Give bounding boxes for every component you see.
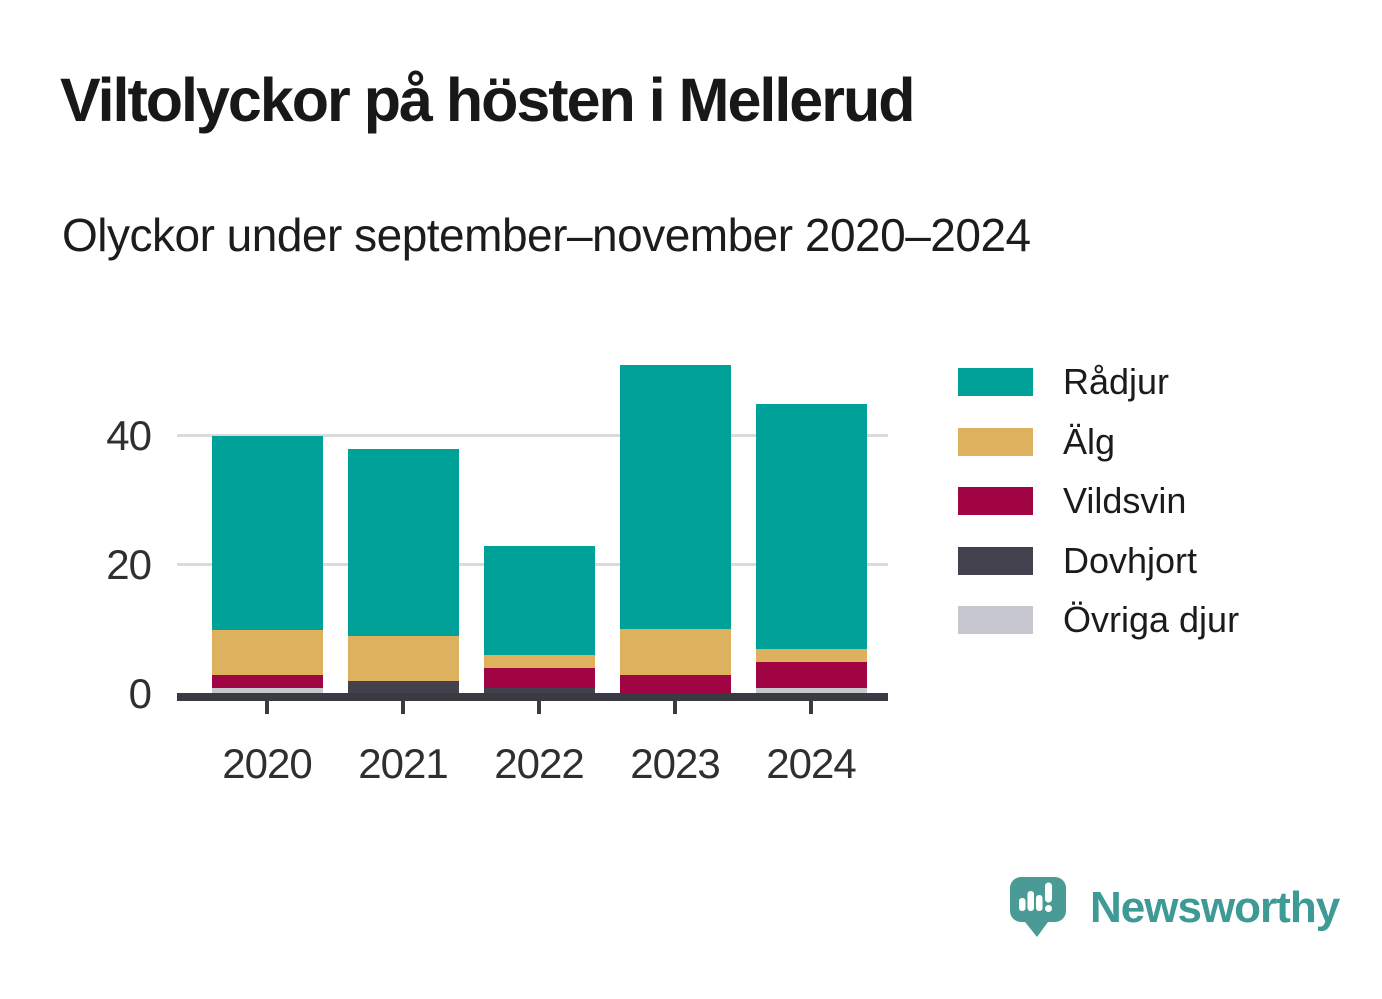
legend-swatch-2 xyxy=(958,427,1033,456)
x-tick-2024 xyxy=(809,701,813,714)
legend-item-4: Dovhjort xyxy=(958,540,1197,582)
legend-swatch-5 xyxy=(958,606,1033,634)
x-axis-label-2022: 2022 xyxy=(494,740,584,787)
bar-segment-2020 xyxy=(211,674,323,688)
legend-item-5: Övriga djur xyxy=(958,599,1239,641)
bar-segment-2020 xyxy=(211,687,323,694)
legend-item-1: Rådjur xyxy=(958,361,1169,403)
bar-2024 xyxy=(755,403,867,694)
newsworthy-icon xyxy=(1010,877,1066,937)
bar-segment-2022 xyxy=(483,668,595,688)
x-tick-2020 xyxy=(265,701,269,714)
bar-segment-2024 xyxy=(755,687,867,694)
legend-swatch-1 xyxy=(958,368,1033,396)
bar-segment-2021 xyxy=(347,635,459,682)
bar-segment-2022 xyxy=(483,687,595,694)
legend-swatch-3 xyxy=(958,487,1033,515)
x-axis-label-2021: 2021 xyxy=(358,740,448,787)
y-axis-label-0: 0 xyxy=(128,670,152,717)
bar-segment-2022 xyxy=(483,545,595,656)
chart-subtitle: Olyckor under september–november 2020–20… xyxy=(62,209,1031,261)
bar-segment-2024 xyxy=(755,648,867,662)
newsworthy-brand: Newsworthy xyxy=(1010,877,1340,938)
legend-label-2: Älg xyxy=(1063,420,1116,462)
legend-label-1: Rådjur xyxy=(1063,361,1170,402)
bar-2022 xyxy=(483,545,595,694)
x-axis-label-2020: 2020 xyxy=(222,740,312,787)
bar-segment-2020 xyxy=(211,436,323,630)
bar-segment-2021 xyxy=(347,448,459,636)
x-tick-2022 xyxy=(537,701,541,714)
bar-2020 xyxy=(211,436,323,694)
legend-label-5: Övriga djur xyxy=(1063,599,1240,640)
x-axis-label-2024: 2024 xyxy=(766,740,856,787)
chart-title: Viltolyckor på hösten i Mellerud xyxy=(60,66,915,134)
bar-segment-2022 xyxy=(483,655,595,669)
bar-segment-2024 xyxy=(755,403,867,649)
x-tick-2021 xyxy=(401,701,405,714)
y-axis-label-20: 20 xyxy=(106,541,152,588)
x-axis-line xyxy=(177,693,888,701)
bar-2023 xyxy=(619,365,731,694)
newsworthy-wordmark: Newsworthy xyxy=(1090,883,1340,932)
bar-2021 xyxy=(347,448,459,694)
y-axis-label-40: 40 xyxy=(106,412,152,459)
bar-segment-2020 xyxy=(211,629,323,675)
bar-segment-2021 xyxy=(347,681,459,694)
x-axis-label-2023: 2023 xyxy=(630,740,720,787)
legend-swatch-4 xyxy=(958,546,1033,575)
bar-segment-2023 xyxy=(619,629,731,675)
bar-segment-2023 xyxy=(619,365,731,630)
legend-label-4: Dovhjort xyxy=(1063,539,1198,581)
bar-segment-2023 xyxy=(619,674,731,694)
bar-segment-2024 xyxy=(755,661,867,688)
gridline-40 xyxy=(177,434,888,437)
legend-label-3: Vildsvin xyxy=(1063,480,1187,521)
x-tick-2023 xyxy=(673,701,677,714)
legend-item-2: Älg xyxy=(958,421,1115,463)
legend-item-3: Vildsvin xyxy=(958,480,1186,522)
